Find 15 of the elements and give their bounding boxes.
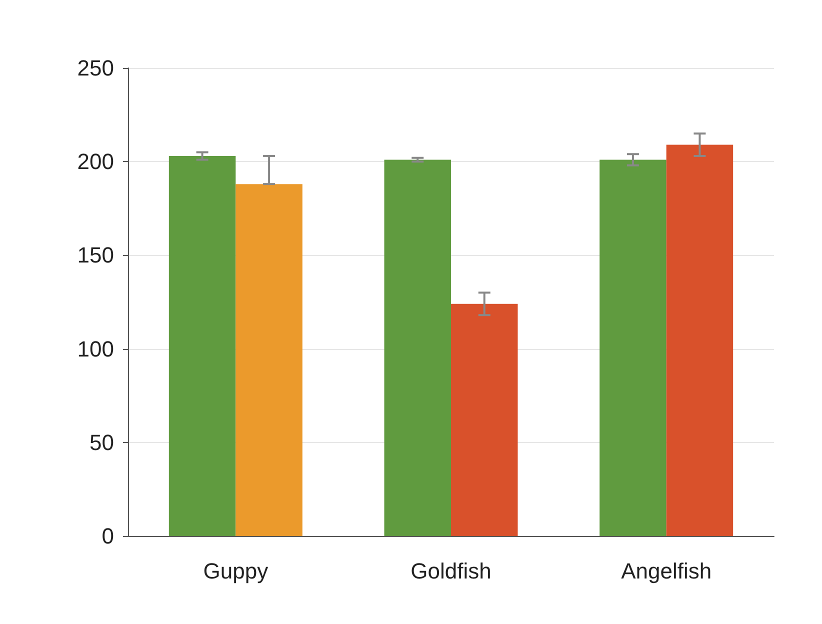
bar <box>168 156 236 536</box>
bar <box>600 160 666 536</box>
y-tick-label: 150 <box>77 242 114 268</box>
y-tick-label: 50 <box>90 430 114 455</box>
x-tick-label: Goldfish <box>410 558 492 584</box>
x-tick-label: Angelfish <box>621 558 712 584</box>
y-tick-label: 100 <box>77 336 114 362</box>
bar <box>236 184 302 536</box>
y-tick-label: 200 <box>77 149 114 174</box>
y-tick-label: 0 <box>102 524 114 548</box>
bar <box>451 304 518 536</box>
y-tick-label: 250 <box>77 56 114 80</box>
x-tick-label: Guppy <box>203 558 268 584</box>
bar <box>666 144 734 536</box>
bar <box>384 160 451 536</box>
